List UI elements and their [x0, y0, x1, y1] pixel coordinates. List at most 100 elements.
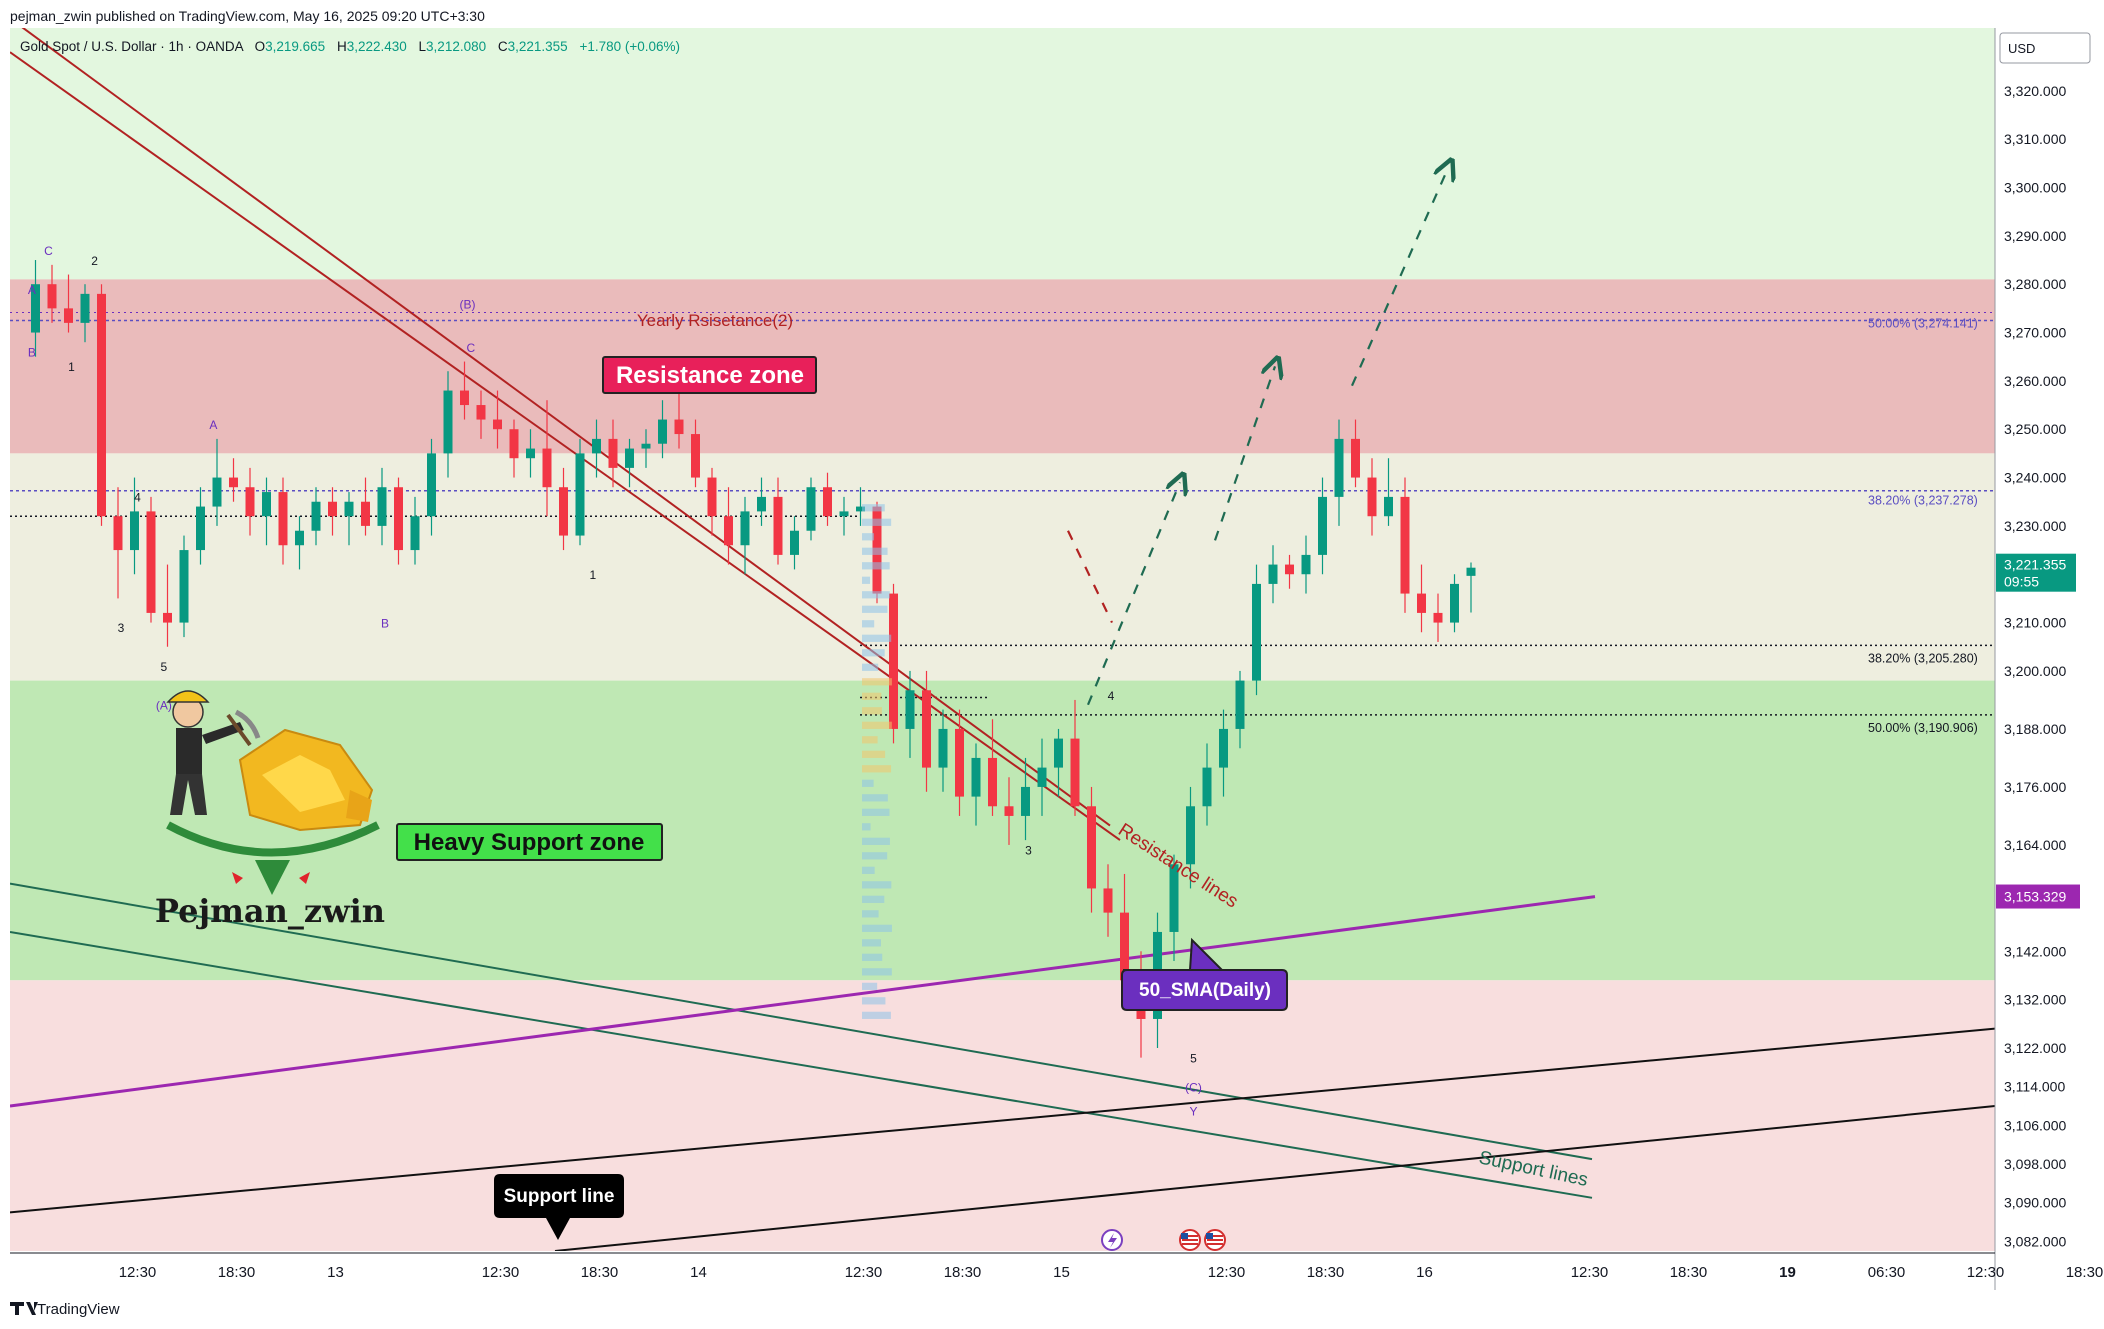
candle-body[interactable]	[229, 477, 238, 488]
candle-body[interactable]	[1120, 912, 1129, 981]
candle-body[interactable]	[146, 511, 156, 613]
candle-body[interactable]	[1054, 738, 1063, 768]
candle-body[interactable]	[773, 496, 783, 555]
candle-body[interactable]	[1021, 786, 1030, 816]
candle-body[interactable]	[344, 501, 354, 517]
candle-body[interactable]	[839, 511, 849, 517]
price-axis[interactable]: USD 3,320.000 3,310.000 3,300.000 3,290.000…	[1994, 28, 2104, 1290]
last-price-tag[interactable]	[1996, 553, 2076, 592]
sma-callout[interactable]: 50_SMA(Daily)	[1121, 937, 1288, 1011]
candle-body[interactable]	[955, 728, 964, 797]
candle-body[interactable]	[625, 448, 634, 468]
candle-body[interactable]	[641, 443, 651, 449]
candle-body[interactable]	[130, 511, 139, 551]
candle-body[interactable]	[889, 593, 898, 729]
candle-body[interactable]	[1400, 496, 1410, 594]
candle-body[interactable]	[1334, 438, 1344, 497]
candles[interactable]	[31, 260, 1476, 1058]
candle-body[interactable]	[1450, 583, 1459, 623]
candle-body[interactable]	[427, 453, 436, 517]
candle-body[interactable]	[592, 438, 601, 454]
candle-body[interactable]	[1301, 554, 1311, 575]
candle-body[interactable]	[179, 550, 189, 623]
candle-body[interactable]	[212, 477, 222, 507]
candle-body[interactable]	[295, 530, 304, 546]
candle-body[interactable]	[988, 757, 997, 807]
candle-body[interactable]	[410, 516, 420, 551]
candle-body[interactable]	[1235, 680, 1245, 729]
candle-body[interactable]	[938, 728, 948, 768]
candle-body[interactable]	[608, 438, 618, 468]
candle-body[interactable]	[1087, 806, 1096, 889]
candle-body[interactable]	[1186, 806, 1195, 865]
heavy-support-zone-badge[interactable]: Heavy Support zone	[396, 823, 663, 861]
candle-body[interactable]	[509, 429, 519, 459]
event-icons[interactable]	[1101, 1229, 1226, 1251]
candle-body[interactable]	[790, 530, 799, 555]
candle-body[interactable]	[1070, 738, 1080, 807]
candle-body[interactable]	[113, 516, 123, 551]
candle-body[interactable]	[64, 308, 73, 323]
time-axis[interactable]: 12:30 18:30 13 12:30 18:30 14 12:30 18:30 15 12:3…	[10, 1252, 2104, 1281]
support-line-callout[interactable]: Support line	[494, 1174, 624, 1240]
candle-body[interactable]	[1268, 564, 1278, 584]
candle-body[interactable]	[559, 487, 568, 536]
candle-body[interactable]	[328, 501, 337, 517]
candle-body[interactable]	[526, 448, 535, 459]
candle-body[interactable]	[1367, 477, 1377, 517]
candle-body[interactable]	[1285, 564, 1294, 575]
candle-body[interactable]	[245, 487, 255, 517]
candle-body[interactable]	[724, 516, 733, 546]
candle-body[interactable]	[1037, 767, 1047, 787]
symbol-legend[interactable]: Gold Spot / U.S. Dollar · 1h · OANDA O3,…	[20, 39, 680, 54]
candle-body[interactable]	[1252, 583, 1261, 681]
candle-body[interactable]	[31, 284, 40, 333]
candle-body[interactable]	[394, 487, 403, 551]
candle-body[interactable]	[443, 390, 453, 454]
candle-body[interactable]	[1466, 567, 1476, 576]
candle-body[interactable]	[196, 506, 205, 551]
candle-body[interactable]	[1351, 438, 1360, 478]
candle-body[interactable]	[922, 690, 931, 768]
candle-body[interactable]	[460, 390, 469, 406]
candle-body[interactable]	[905, 690, 915, 729]
candle-body[interactable]	[1384, 496, 1393, 517]
candle-body[interactable]	[47, 284, 57, 309]
candle-body[interactable]	[691, 434, 700, 478]
candle-body[interactable]	[361, 501, 370, 526]
candle-body[interactable]	[476, 405, 486, 420]
candle-body[interactable]	[707, 477, 717, 517]
candle-body[interactable]	[542, 448, 552, 488]
candle-body[interactable]	[1417, 593, 1426, 613]
candle-body[interactable]	[856, 506, 865, 512]
candle-body[interactable]	[971, 757, 981, 797]
candle-body[interactable]	[1202, 767, 1212, 807]
candle-body[interactable]	[1103, 888, 1113, 913]
candle-body[interactable]	[1433, 612, 1443, 623]
candle-body[interactable]	[493, 419, 502, 430]
candle-body[interactable]	[575, 453, 585, 536]
candle-body[interactable]	[80, 293, 90, 323]
candle-body[interactable]	[278, 492, 288, 546]
candle-body[interactable]	[674, 419, 684, 435]
candle-body[interactable]	[757, 496, 766, 512]
candle-body[interactable]	[1004, 806, 1014, 816]
candle-body[interactable]	[1219, 728, 1228, 768]
candle-body[interactable]	[163, 612, 172, 623]
candle-body[interactable]	[311, 501, 321, 531]
resistance-zone-badge[interactable]: Resistance zone	[602, 356, 817, 394]
candle-body[interactable]	[806, 487, 816, 531]
currency-box[interactable]: USD	[1999, 32, 2091, 64]
candle-body[interactable]	[377, 487, 387, 526]
candle-body[interactable]	[740, 511, 750, 546]
candle-body[interactable]	[658, 419, 667, 444]
candle-body[interactable]	[97, 293, 106, 517]
candle-body[interactable]	[1169, 864, 1179, 932]
sma-price-tag[interactable]	[1996, 884, 2080, 909]
candle-body[interactable]	[823, 487, 832, 517]
candle-body[interactable]	[262, 492, 271, 517]
h-value: 3,222.430	[347, 39, 407, 54]
candle-body[interactable]	[1318, 496, 1327, 555]
